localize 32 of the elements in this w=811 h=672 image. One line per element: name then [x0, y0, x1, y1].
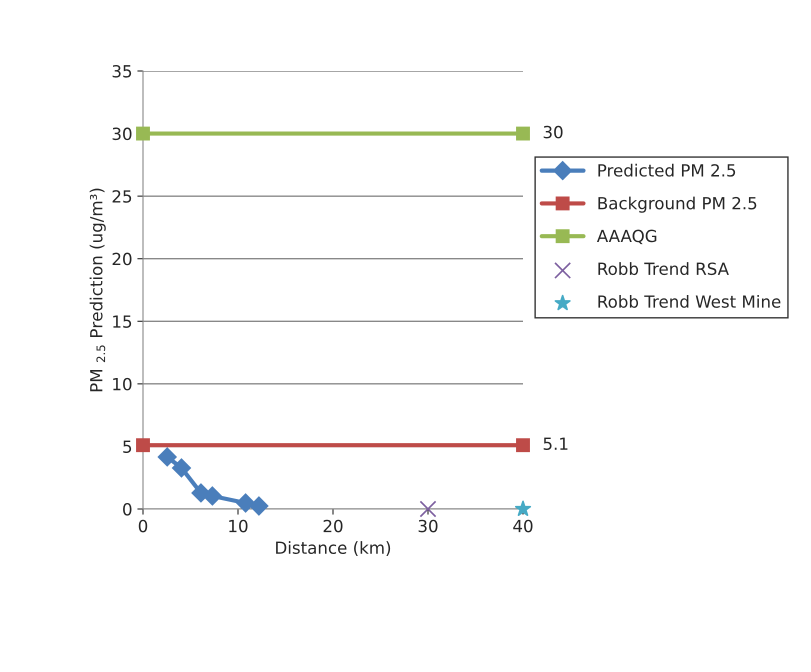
x-tick-label: 10 [229, 520, 248, 532]
point [514, 500, 532, 516]
y-tick-label: 20 [112, 252, 132, 266]
x-tick-label: 20 [324, 520, 342, 532]
legend-label: AAAQG [596, 230, 656, 244]
data-label: 30 [544, 126, 563, 138]
point [420, 500, 436, 518]
point [136, 126, 150, 141]
point [172, 458, 192, 478]
x-axis-title: Distance (km) [276, 541, 390, 556]
y-tick-label: 10 [113, 378, 132, 390]
y-tick-label: 5 [123, 440, 132, 453]
y-tick-label: 0 [123, 502, 132, 516]
legend-label: Background PM 2.5 [598, 196, 756, 213]
data-label: 5.1 [544, 438, 568, 450]
x-tick-label: 30 [418, 520, 438, 532]
point [516, 438, 530, 452]
point [158, 447, 177, 466]
y-axis-title: PM $_{2.5}$ Prediction (ug/m³) [90, 188, 106, 392]
y-tick-label: 30 [112, 128, 132, 140]
x-tick-label: 40 [513, 520, 532, 532]
point [136, 438, 150, 452]
y-tick-label: 15 [113, 315, 132, 328]
legend-label: Robb Trend RSA [598, 262, 729, 276]
legend-label: Predicted PM 2.5 [598, 164, 736, 177]
point [516, 126, 530, 141]
y-tick-label: 35 [112, 64, 132, 78]
legend-label: Robb Trend West Mine [598, 294, 780, 308]
point [236, 493, 256, 513]
x-tick-label: 0 [138, 520, 148, 532]
y-tick-label: 25 [112, 190, 132, 203]
point [249, 496, 268, 516]
